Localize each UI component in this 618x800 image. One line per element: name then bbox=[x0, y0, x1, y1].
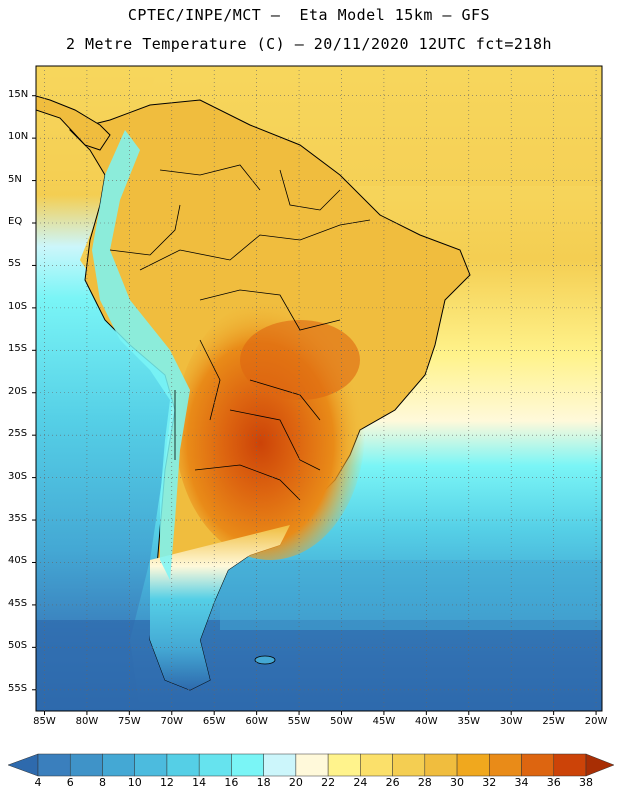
colorbar-swatch bbox=[327, 753, 361, 777]
colorbar-label: 30 bbox=[450, 776, 465, 789]
longitude-label: 35W bbox=[457, 716, 481, 727]
colorbar-swatch bbox=[69, 753, 103, 777]
longitude-label: 65W bbox=[202, 716, 226, 727]
longitude-label: 80W bbox=[75, 716, 99, 727]
colorbar-swatch bbox=[134, 753, 168, 777]
colorbar-label: 18 bbox=[256, 776, 271, 789]
colorbar-label: 6 bbox=[66, 776, 74, 789]
heat-core-central bbox=[240, 320, 360, 400]
colorbar-swatch bbox=[424, 753, 458, 777]
longitude-label: 30W bbox=[499, 716, 523, 727]
longitude-label: 40W bbox=[415, 716, 438, 727]
latitude-label: 45S bbox=[8, 597, 28, 609]
map-title-line2: 2 Metre Temperature (C) – 20/11/2020 12U… bbox=[65, 35, 553, 53]
colorbar-swatch bbox=[102, 753, 135, 777]
colorbar-label: 34 bbox=[514, 776, 529, 789]
latitude-label: 15S bbox=[8, 343, 28, 355]
colorbar-arrow-low bbox=[7, 753, 39, 777]
patagonia-cold-region bbox=[150, 525, 290, 690]
colorbar-label: 32 bbox=[482, 776, 497, 789]
colorbar-swatch bbox=[521, 753, 555, 777]
colorbar-swatch bbox=[295, 753, 329, 777]
colorbar-swatch bbox=[456, 753, 490, 777]
colorbar bbox=[7, 753, 615, 777]
longitude-label: 25W bbox=[542, 716, 565, 727]
colorbar-swatch bbox=[392, 753, 426, 777]
longitude-label: 50W bbox=[330, 716, 353, 727]
longitude-label: 60W bbox=[245, 716, 268, 727]
southern-ocean-band bbox=[36, 620, 602, 711]
colorbar-label: 24 bbox=[353, 776, 368, 789]
colorbar-swatch bbox=[360, 753, 393, 777]
colorbar-swatch bbox=[166, 753, 200, 777]
latitude-label: 5S bbox=[8, 258, 21, 270]
colorbar-swatch bbox=[231, 753, 264, 777]
latitude-label: 10N bbox=[8, 131, 29, 143]
colorbar-label: 16 bbox=[224, 776, 239, 789]
colorbar-label: 26 bbox=[385, 776, 400, 789]
latitude-label: EQ bbox=[8, 216, 23, 227]
colorbar-label: 10 bbox=[127, 776, 142, 789]
colorbar-swatch bbox=[553, 753, 587, 777]
colorbar-label: 28 bbox=[417, 776, 432, 789]
longitude-label: 85W bbox=[33, 716, 56, 727]
colorbar-label: 12 bbox=[159, 776, 174, 789]
longitude-label: 20W bbox=[584, 716, 608, 727]
longitude-label: 75W bbox=[118, 716, 141, 727]
latitude-label: 5N bbox=[8, 173, 22, 185]
longitude-label: 45W bbox=[372, 716, 396, 727]
colorbar-label: 14 bbox=[192, 776, 207, 789]
map-frame bbox=[35, 65, 603, 712]
latitude-label: 30S bbox=[8, 470, 28, 482]
colorbar-label: 36 bbox=[546, 776, 561, 789]
colorbar-label: 4 bbox=[34, 776, 42, 789]
south-atlantic-band bbox=[220, 560, 602, 630]
latitude-label: 55S bbox=[8, 682, 28, 694]
longitude-label: 55W bbox=[287, 716, 311, 727]
colorbar-swatch bbox=[489, 753, 522, 777]
country-borders bbox=[109, 164, 371, 501]
latitude-label: 50S bbox=[8, 640, 28, 652]
latitude-label: 35S bbox=[8, 513, 28, 525]
latitude-label: 40S bbox=[8, 555, 28, 567]
colorbar-swatch bbox=[198, 753, 232, 777]
latitude-label: 15N bbox=[8, 88, 29, 100]
latitude-label: 25S bbox=[8, 428, 28, 440]
colorbar-arrow-high bbox=[585, 753, 615, 777]
colorbar-label: 8 bbox=[98, 776, 106, 789]
axis-ticks bbox=[32, 95, 597, 715]
latitude-label: 20S bbox=[8, 385, 28, 397]
colorbar-label: 22 bbox=[321, 776, 336, 789]
falkland-islands bbox=[254, 655, 276, 665]
pacific-ocean-field bbox=[36, 66, 175, 711]
longitude-label: 70W bbox=[160, 716, 184, 727]
colorbar-label: 38 bbox=[579, 776, 593, 789]
central-america-landmass bbox=[36, 95, 111, 151]
latitude-label: 10S bbox=[8, 300, 28, 312]
colorbar-swatch bbox=[37, 753, 71, 777]
colorbar-swatch bbox=[263, 753, 297, 777]
map-title-line1: CPTEC/INPE/MCT – Eta Model 15km – GFS bbox=[127, 6, 491, 24]
andes-cold-strip bbox=[92, 130, 190, 580]
colorbar-label: 20 bbox=[288, 776, 303, 789]
